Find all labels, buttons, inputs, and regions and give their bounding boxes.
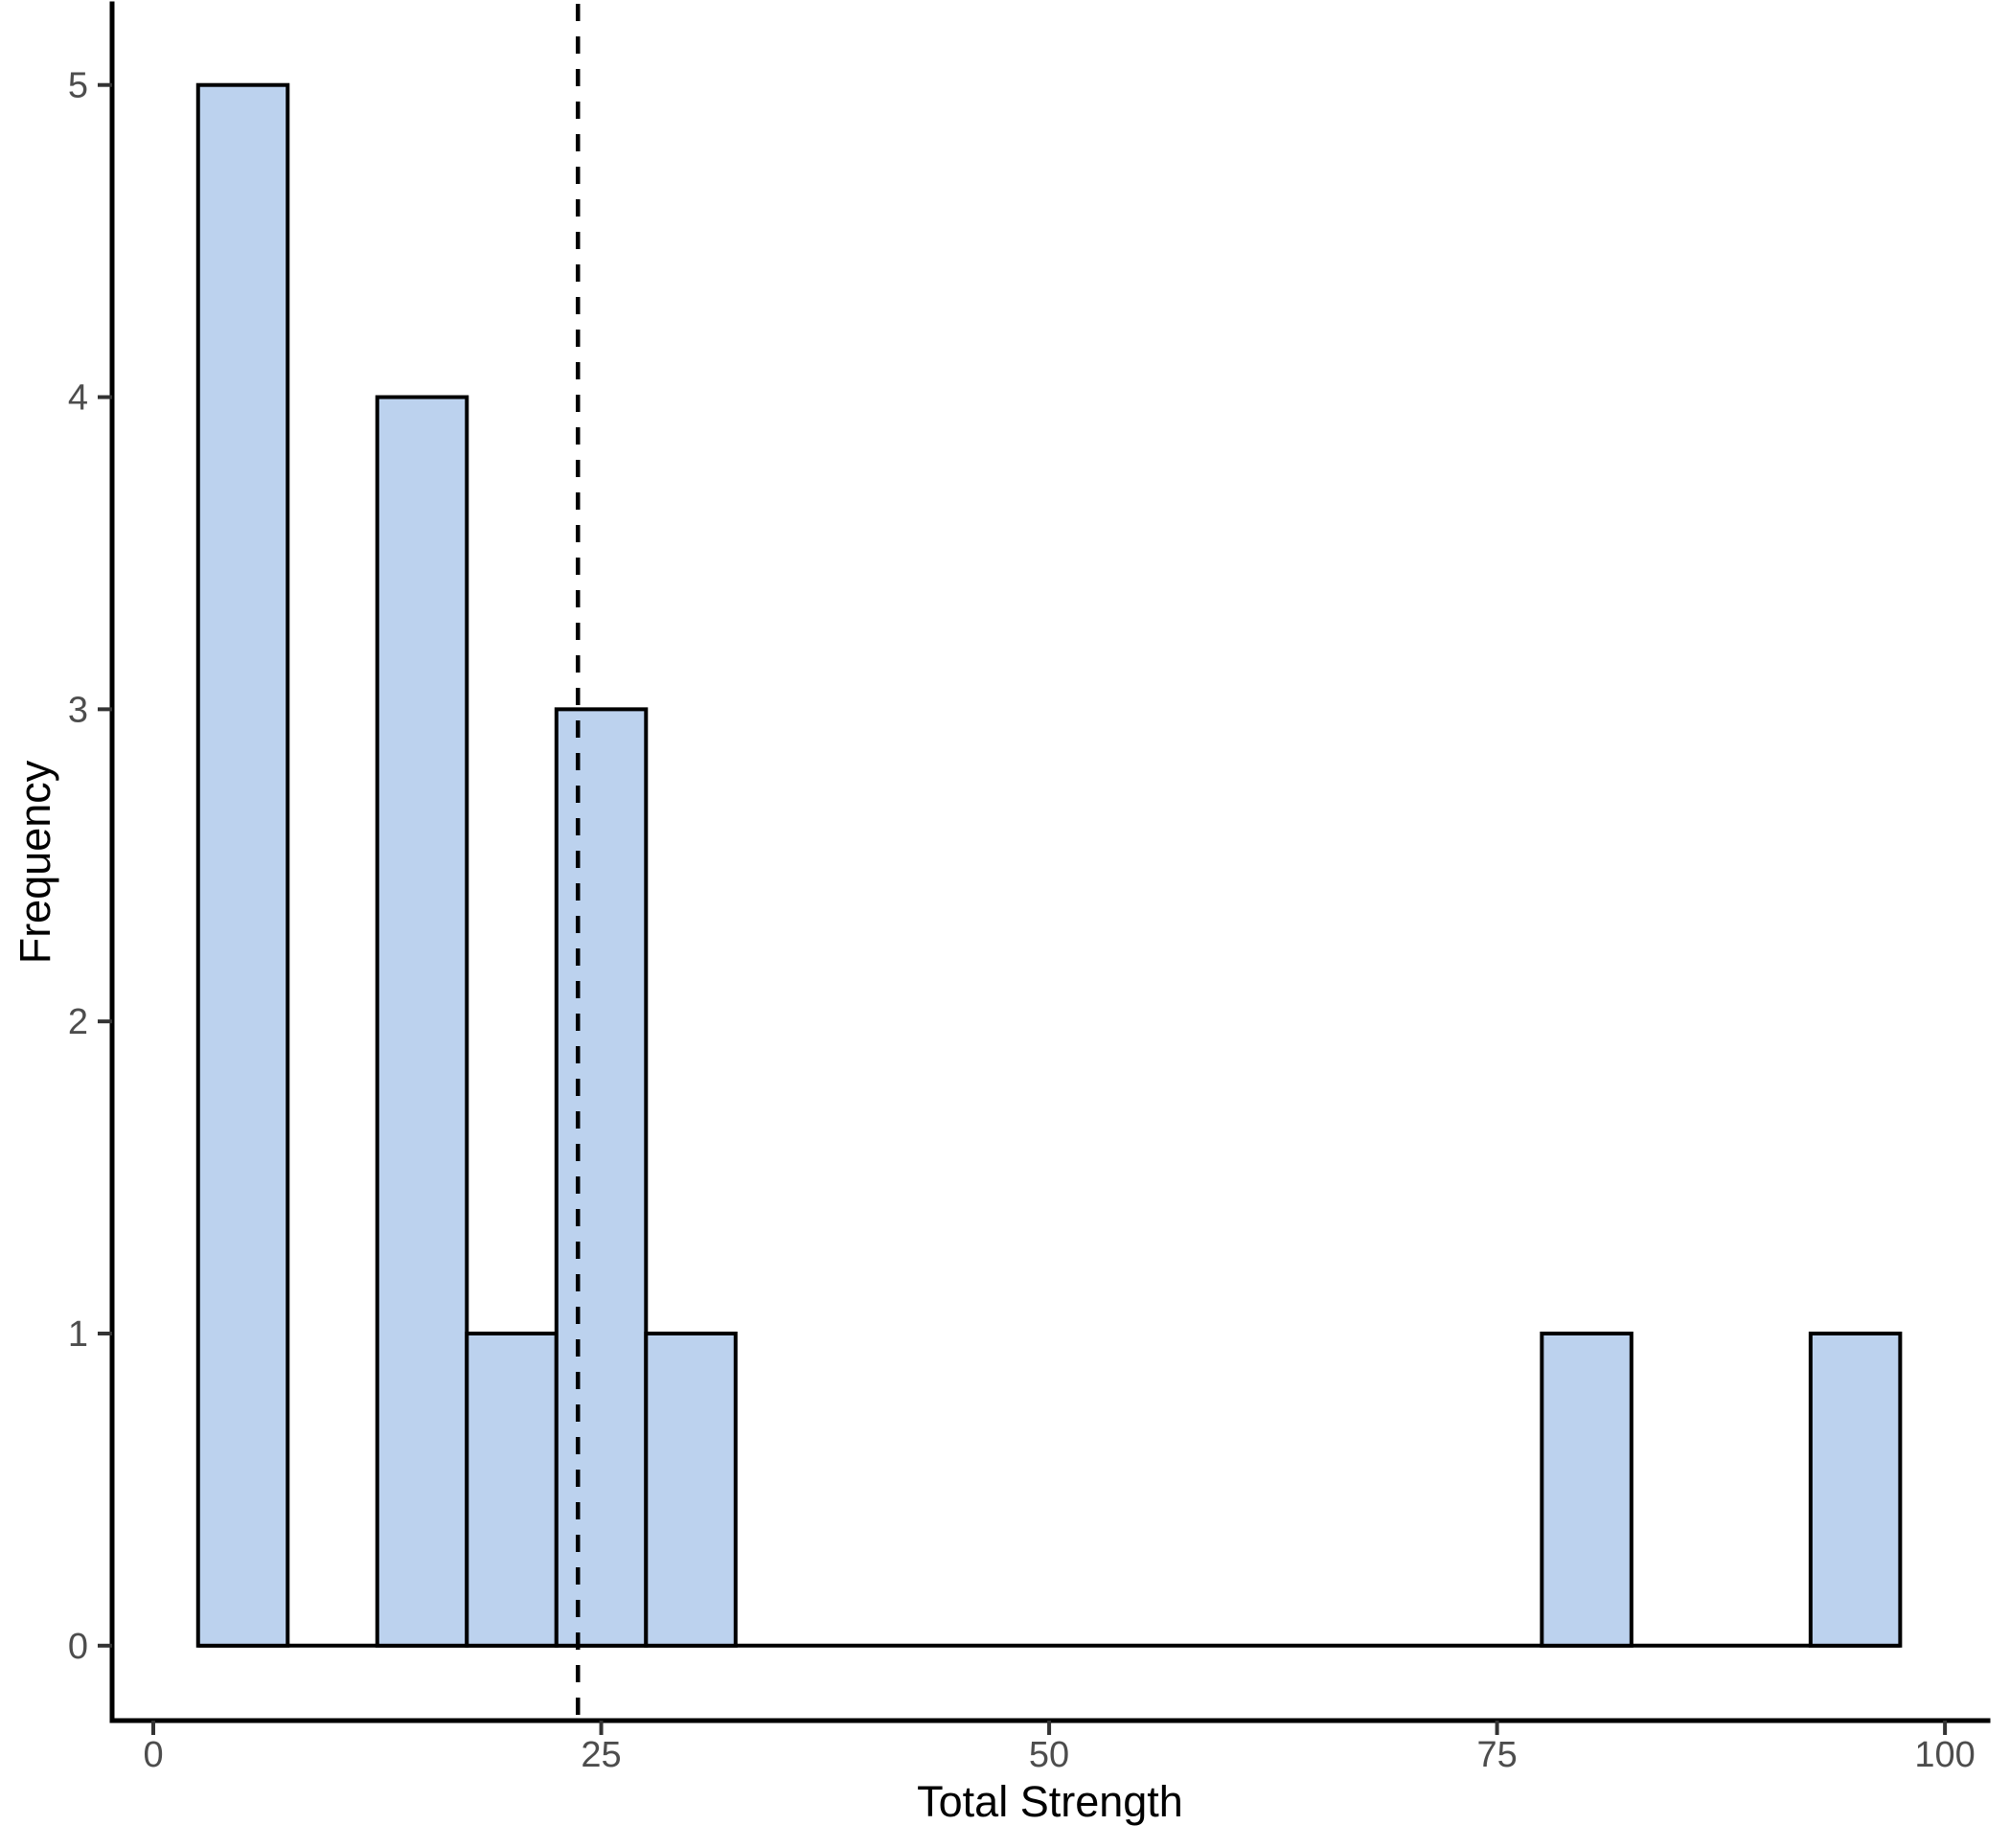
histogram-bar (1808, 1331, 1903, 1648)
y-tick-label: 3 (68, 690, 88, 730)
x-tick-label: 75 (1476, 1735, 1517, 1775)
axes-layer: 0 25 50 75 100 0 1 2 3 4 5 (68, 1, 1991, 1775)
y-tick-label: 0 (68, 1627, 88, 1667)
bars-layer (195, 4, 1903, 1721)
histogram-bar (554, 707, 649, 1648)
y-axis-title: Frequency (11, 760, 59, 964)
y-tick-label: 4 (68, 378, 88, 419)
histogram-bar (1540, 1331, 1633, 1648)
histogram-bar (465, 1331, 559, 1648)
x-tick-label: 100 (1914, 1735, 1975, 1775)
y-tick-label: 1 (68, 1314, 88, 1355)
x-tick-label: 25 (581, 1735, 621, 1775)
y-tick-label: 2 (68, 1002, 88, 1042)
x-tick-label: 0 (143, 1735, 163, 1775)
histogram-bar (195, 82, 290, 1648)
histogram-bar (644, 1331, 738, 1648)
y-tick-label: 5 (68, 66, 88, 106)
x-tick-label: 50 (1029, 1735, 1069, 1775)
x-axis-title: Total Strength (917, 1777, 1183, 1826)
histogram-bar (375, 395, 469, 1648)
